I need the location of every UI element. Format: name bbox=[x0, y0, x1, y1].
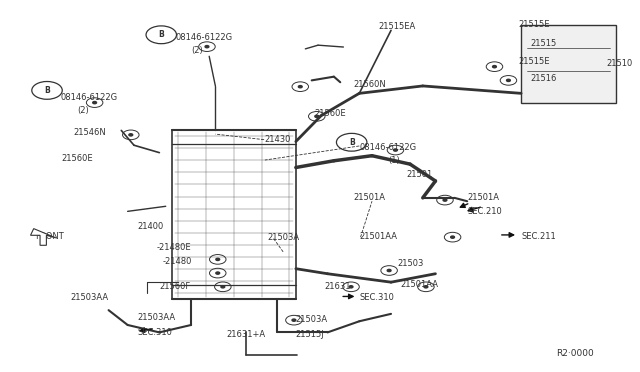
Text: 21503A: 21503A bbox=[268, 233, 300, 243]
Text: (2): (2) bbox=[191, 46, 203, 55]
Text: SEC.310: SEC.310 bbox=[137, 328, 172, 337]
Text: 21560E: 21560E bbox=[61, 154, 93, 163]
Text: 21631+A: 21631+A bbox=[226, 330, 265, 339]
Text: 21430: 21430 bbox=[264, 135, 291, 144]
Text: 21560F: 21560F bbox=[159, 282, 191, 291]
Text: -21480: -21480 bbox=[163, 257, 192, 266]
Circle shape bbox=[216, 258, 220, 260]
Text: B: B bbox=[158, 30, 164, 39]
Text: 21515E: 21515E bbox=[518, 20, 550, 29]
Circle shape bbox=[129, 134, 132, 136]
Text: 21560N: 21560N bbox=[353, 80, 386, 89]
Text: 21503AA: 21503AA bbox=[70, 293, 109, 302]
Text: (2): (2) bbox=[77, 106, 88, 115]
Text: 21515E: 21515E bbox=[518, 57, 550, 66]
Bar bbox=[521, 25, 616, 103]
Text: R2·0000: R2·0000 bbox=[556, 349, 594, 358]
Text: 21501AA: 21501AA bbox=[401, 280, 438, 289]
Circle shape bbox=[387, 269, 391, 272]
Text: 08146-6122G: 08146-6122G bbox=[359, 142, 417, 151]
Text: 21503AA: 21503AA bbox=[137, 313, 175, 322]
Circle shape bbox=[315, 115, 319, 118]
Text: 21501AA: 21501AA bbox=[359, 231, 397, 241]
Circle shape bbox=[298, 86, 302, 88]
Text: 08146-6122G: 08146-6122G bbox=[61, 93, 118, 102]
Text: 21400: 21400 bbox=[137, 222, 163, 231]
Circle shape bbox=[216, 272, 220, 274]
Text: 21501A: 21501A bbox=[353, 193, 385, 202]
Polygon shape bbox=[31, 229, 56, 245]
Text: 21515: 21515 bbox=[531, 39, 557, 48]
Circle shape bbox=[443, 199, 447, 201]
Text: 21501: 21501 bbox=[407, 170, 433, 179]
Circle shape bbox=[493, 65, 497, 68]
Text: 21515EA: 21515EA bbox=[378, 22, 415, 31]
Circle shape bbox=[349, 286, 353, 288]
Circle shape bbox=[424, 286, 428, 288]
Text: SEC.210: SEC.210 bbox=[467, 208, 502, 217]
Bar bbox=[172, 131, 296, 299]
Circle shape bbox=[93, 102, 97, 104]
Text: 21515J: 21515J bbox=[296, 330, 324, 339]
Text: 21503: 21503 bbox=[397, 259, 424, 268]
Circle shape bbox=[394, 149, 397, 151]
Text: B: B bbox=[44, 86, 50, 95]
Text: 08146-6122G: 08146-6122G bbox=[175, 33, 232, 42]
Text: 21631: 21631 bbox=[324, 282, 351, 291]
Circle shape bbox=[221, 286, 225, 288]
Text: SEC.211: SEC.211 bbox=[521, 231, 556, 241]
Text: 21516: 21516 bbox=[531, 74, 557, 83]
Text: (1): (1) bbox=[388, 155, 399, 164]
Circle shape bbox=[451, 236, 454, 238]
Text: 21546N: 21546N bbox=[74, 128, 106, 137]
Circle shape bbox=[205, 45, 209, 48]
Text: -21480E: -21480E bbox=[156, 243, 191, 251]
Text: 21560E: 21560E bbox=[315, 109, 346, 118]
Text: B: B bbox=[349, 138, 355, 147]
Text: 21503A: 21503A bbox=[296, 315, 328, 324]
Text: 21510: 21510 bbox=[607, 59, 633, 68]
Text: 21501A: 21501A bbox=[467, 193, 499, 202]
Circle shape bbox=[292, 319, 296, 321]
Text: FRONT: FRONT bbox=[36, 231, 65, 241]
Text: SEC.310: SEC.310 bbox=[359, 293, 394, 302]
Circle shape bbox=[506, 79, 510, 81]
